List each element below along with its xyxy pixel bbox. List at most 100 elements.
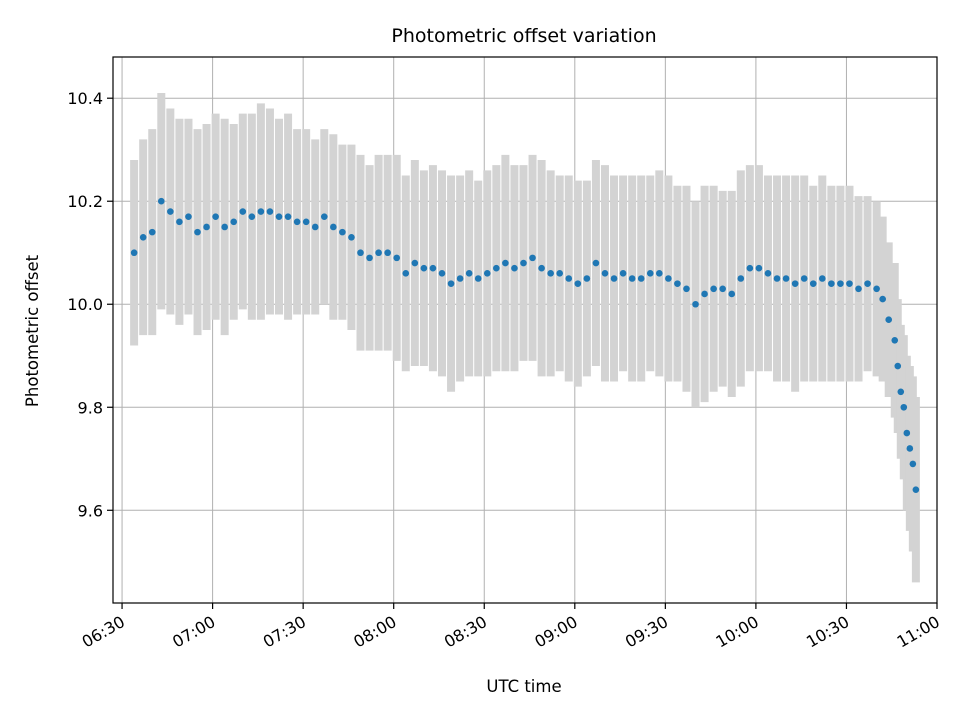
data-point	[846, 280, 853, 287]
data-point	[538, 264, 545, 272]
data-point	[692, 300, 699, 308]
data-point	[628, 275, 636, 282]
data-point	[302, 218, 310, 226]
data-point	[375, 249, 382, 257]
data-point	[320, 213, 328, 220]
data-point	[275, 213, 283, 220]
y-tick-label: 10.2	[67, 192, 103, 211]
data-point	[185, 213, 192, 220]
data-point	[897, 388, 905, 396]
data-point	[547, 270, 554, 277]
data-point	[239, 208, 247, 215]
data-point	[311, 223, 319, 231]
data-point	[809, 280, 817, 287]
data-point	[683, 285, 690, 293]
data-point	[665, 275, 672, 282]
data-point	[819, 275, 826, 282]
data-point	[583, 275, 591, 282]
y-axis-label: Photometric offset	[23, 254, 42, 407]
data-point	[903, 429, 911, 437]
data-point	[719, 285, 726, 293]
data-point	[520, 259, 527, 267]
data-point	[855, 285, 862, 293]
data-point	[474, 275, 482, 282]
data-point	[130, 249, 138, 257]
data-point	[221, 223, 228, 231]
y-tick-label: 10.0	[67, 295, 103, 314]
data-point	[912, 486, 920, 493]
data-point	[465, 270, 473, 277]
data-point	[493, 264, 500, 272]
data-point	[746, 264, 754, 272]
data-point	[710, 285, 717, 293]
data-point	[411, 259, 419, 267]
data-point	[782, 275, 790, 282]
chart-title: Photometric offset variation	[391, 25, 656, 47]
data-point	[674, 280, 681, 287]
data-point	[447, 280, 455, 287]
data-point	[139, 233, 147, 241]
data-point	[194, 228, 201, 236]
data-point	[637, 275, 645, 282]
data-point	[701, 290, 708, 298]
data-point	[565, 275, 573, 282]
data-point	[212, 213, 219, 220]
data-point	[230, 218, 238, 226]
data-point	[157, 197, 165, 205]
data-point	[800, 275, 808, 282]
data-point	[257, 208, 265, 215]
axes-frame	[112, 56, 938, 604]
data-point	[574, 280, 582, 287]
data-point	[483, 270, 491, 277]
y-tick-label: 10.4	[67, 89, 103, 108]
data-point	[592, 259, 600, 267]
data-point	[900, 403, 908, 411]
data-point	[891, 337, 899, 344]
data-point	[909, 460, 917, 468]
data-point	[167, 208, 174, 215]
y-tick-label: 9.8	[78, 398, 103, 417]
data-point	[266, 208, 274, 215]
data-point	[837, 280, 844, 287]
x-axis-label: UTC time	[486, 677, 561, 696]
data-point	[894, 362, 902, 370]
data-point	[791, 280, 799, 287]
data-point	[339, 228, 346, 236]
data-point	[429, 264, 437, 272]
data-point	[456, 275, 464, 282]
data-point	[529, 254, 536, 262]
data-point	[293, 218, 301, 226]
data-point	[502, 259, 509, 267]
data-point	[511, 264, 518, 272]
data-point	[420, 264, 428, 272]
data-point	[728, 290, 736, 298]
data-point	[828, 280, 835, 287]
data-point	[366, 254, 373, 262]
data-point	[755, 264, 763, 272]
data-point	[619, 270, 627, 277]
data-point	[556, 270, 564, 277]
data-point	[438, 270, 446, 277]
data-point	[737, 275, 745, 282]
data-point	[873, 285, 880, 293]
data-point	[885, 316, 893, 323]
data-point	[384, 249, 391, 257]
plot-area: 06:30 07:00 07:30 08:00 08:30 09:00 09:30 10:00…	[67, 56, 943, 652]
data-point	[176, 218, 183, 226]
data-point	[773, 275, 781, 282]
data-point	[906, 445, 914, 452]
data-point	[148, 228, 156, 236]
data-point	[348, 233, 355, 241]
data-point	[864, 280, 871, 287]
data-point	[393, 254, 401, 262]
data-point	[330, 223, 337, 231]
data-point	[203, 223, 210, 231]
data-point	[646, 270, 654, 277]
data-point	[601, 270, 609, 277]
data-point	[764, 270, 772, 277]
data-point	[879, 295, 886, 303]
data-point	[357, 249, 364, 257]
y-tick-label: 9.6	[78, 501, 103, 520]
data-point	[610, 275, 618, 282]
